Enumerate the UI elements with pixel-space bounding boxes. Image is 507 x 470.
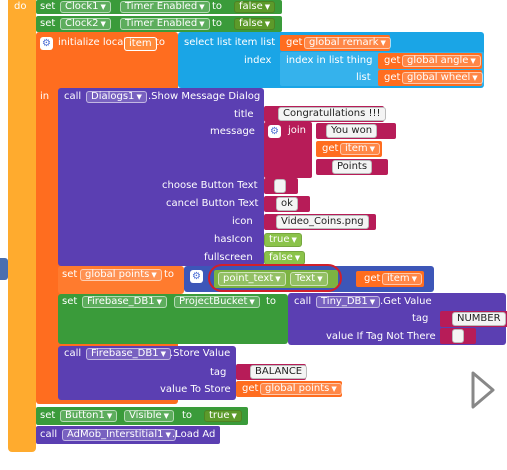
value-to-store-label: value To Store [160, 384, 231, 395]
global-angle-dropdown[interactable]: global angle ▼ [402, 55, 481, 67]
to-keyword: to [212, 18, 223, 29]
method-name: .Show Message Dialog [148, 91, 261, 102]
initialize-local-label: initialize local [58, 37, 127, 48]
method-name: .Load Ad [172, 429, 216, 440]
global-remark-dropdown[interactable]: global remark ▼ [304, 37, 391, 49]
item-variable-name[interactable]: item [124, 37, 157, 51]
call-keyword: call [294, 296, 312, 307]
left-edge-bar [0, 258, 8, 280]
select-list-item-label: select list item list [184, 37, 276, 48]
set-keyword: set [40, 1, 56, 12]
to-keyword: to [182, 410, 193, 421]
call-keyword: call [64, 91, 82, 102]
gear-icon[interactable]: ⚙ [190, 270, 203, 283]
to-keyword: to [266, 296, 277, 307]
hasicon-true-value[interactable]: true ▼ [264, 233, 302, 247]
fullscreen-label: fullscreen [204, 252, 253, 263]
set-keyword: set [40, 18, 56, 29]
set-button1-visible-block[interactable] [36, 407, 248, 425]
set-keyword: set [62, 296, 78, 307]
do-label: do [14, 1, 27, 12]
title-label: title [234, 109, 254, 120]
global-wheel-dropdown[interactable]: global wheel ▼ [402, 72, 483, 84]
fullscreen-false-value[interactable]: false ▼ [264, 251, 306, 265]
points-value[interactable]: Points [332, 160, 373, 174]
cancel-button-text-label: cancel Button Text [166, 198, 259, 209]
true-value[interactable]: true ▼ [204, 410, 242, 422]
play-icon[interactable] [470, 370, 496, 410]
cancel-text-value[interactable]: ok [276, 197, 298, 211]
to-keyword: to [155, 37, 166, 48]
icon-text-value[interactable]: Video_Coins.png [276, 215, 369, 229]
false-value[interactable]: false ▼ [234, 1, 276, 13]
choose-button-text-label: choose Button Text [162, 180, 258, 191]
icon-label: icon [232, 216, 253, 227]
set-keyword: set [40, 410, 56, 421]
value-if-tag-not-there-label: value If Tag Not There [326, 331, 436, 342]
clock1-dropdown[interactable]: Clock1 ▼ [60, 1, 111, 13]
get-keyword: get [242, 383, 259, 394]
gear-icon[interactable]: ⚙ [268, 125, 281, 138]
tinydb-dropdown[interactable]: Tiny_DB1 ▼ [316, 296, 381, 308]
method-name: .Store Value [170, 348, 231, 359]
false-value[interactable]: false ▼ [234, 18, 276, 30]
join-keyword: join [288, 125, 307, 136]
to-keyword: to [164, 269, 175, 280]
not-there-text-value[interactable] [452, 329, 464, 343]
in-label: in [40, 91, 50, 102]
index-in-list-label: index in list thing [286, 55, 373, 66]
show-message-dialog-block[interactable] [58, 88, 264, 266]
get-keyword: get [384, 72, 401, 83]
button1-dropdown[interactable]: Button1 ▼ [60, 410, 118, 422]
call-keyword: call [64, 348, 82, 359]
index-label: index [244, 55, 272, 66]
timer-enabled-dropdown[interactable]: Timer Enabled ▼ [120, 18, 210, 30]
global-points-dropdown[interactable]: global points ▼ [260, 383, 342, 395]
visible-dropdown[interactable]: Visible ▼ [124, 410, 175, 422]
hasicon-label: hasIcon [214, 234, 253, 245]
number-text-value[interactable]: NUMBER [452, 312, 506, 326]
method-name: .Get Value [380, 296, 432, 307]
highlight-circle [208, 264, 342, 292]
timer-enabled-dropdown[interactable]: Timer Enabled ▼ [120, 1, 210, 13]
message-label: message [210, 126, 255, 137]
get-item-block[interactable] [316, 141, 382, 157]
get-keyword: get [322, 143, 339, 154]
get-keyword: get [286, 37, 303, 48]
you-won-value[interactable]: You won [326, 124, 378, 138]
project-bucket-dropdown[interactable]: ProjectBucket ▼ [174, 296, 260, 308]
list-label: list [356, 72, 371, 83]
point-text-component-block[interactable] [214, 270, 338, 288]
set-clock1-block[interactable] [36, 0, 282, 14]
set-keyword: set [62, 269, 78, 280]
item-dropdown[interactable]: item ▼ [382, 273, 422, 285]
set-firebase-bucket-block[interactable] [58, 294, 288, 344]
balance-text-value[interactable]: BALANCE [250, 365, 308, 379]
dialogs1-dropdown[interactable]: Dialogs1 ▼ [86, 91, 147, 103]
title-text-value[interactable]: Congratullations !!! [278, 107, 386, 121]
text-property-dropdown[interactable]: Text ▼ [290, 272, 328, 286]
get-item-block[interactable] [356, 271, 424, 287]
admob-dropdown[interactable]: AdMob_Interstitial1 ▼ [62, 429, 176, 441]
get-keyword: get [364, 273, 381, 284]
call-keyword: call [40, 429, 58, 440]
item-dropdown[interactable]: item ▼ [340, 143, 380, 155]
firebase-dropdown[interactable]: Firebase_DB1 ▼ [82, 296, 167, 308]
point-text-dropdown[interactable]: point_text ▼ [218, 272, 286, 286]
clock2-dropdown[interactable]: Clock2 ▼ [60, 18, 111, 30]
firebase-dropdown[interactable]: Firebase_DB1 ▼ [86, 348, 171, 360]
tag-label: tag [412, 313, 429, 324]
get-keyword: get [384, 55, 401, 66]
set-clock2-block[interactable] [36, 16, 282, 32]
gear-icon[interactable]: ⚙ [40, 37, 53, 50]
firebase-store-value-block[interactable] [58, 346, 236, 400]
choose-text-value[interactable] [274, 179, 286, 193]
to-keyword: to [212, 1, 223, 12]
global-points-dropdown[interactable]: global points ▼ [80, 269, 162, 281]
outer-event-frame [8, 0, 36, 452]
get-global-remark[interactable] [280, 35, 390, 51]
tag-label: tag [210, 367, 227, 378]
